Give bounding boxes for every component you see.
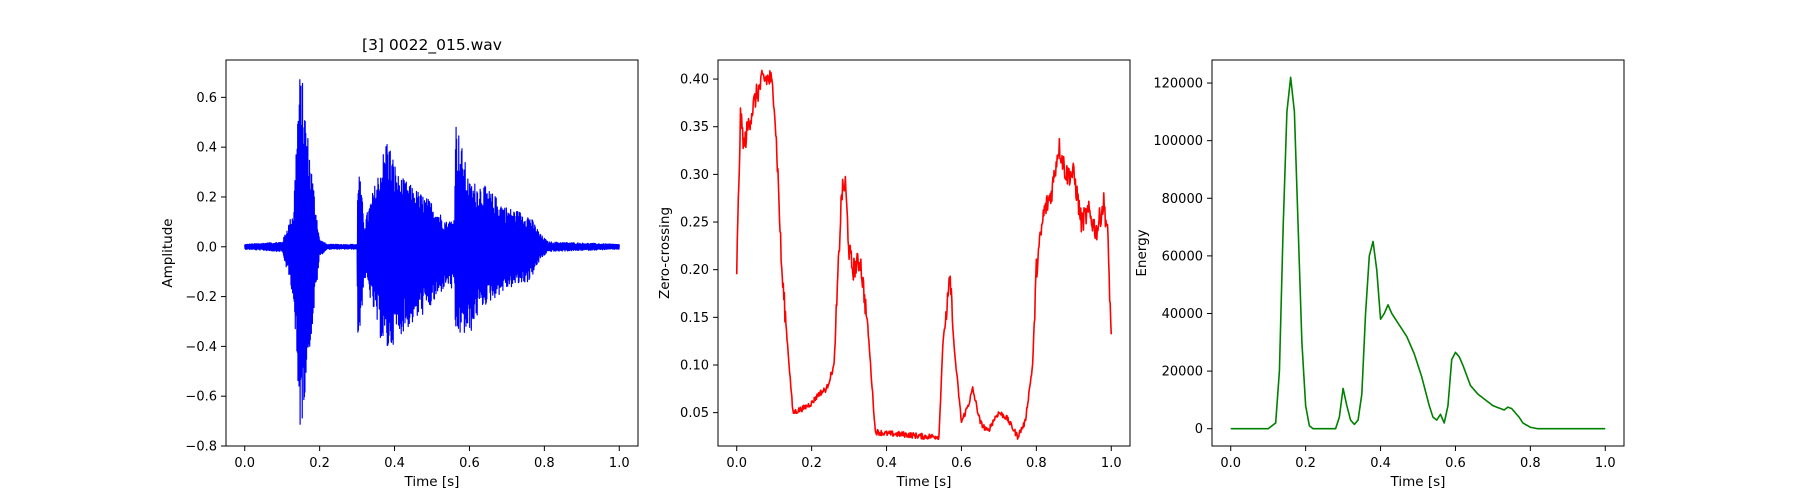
waveform-panel: 0.0 0.2 0.4 0.6 0.8 1.0 −0.8 −0.6 −0.4 −0.2 0.0 0.2… xyxy=(160,36,639,490)
waveform-ytick-label: −0.2 xyxy=(185,290,217,305)
energy-ytick-label: 120000 xyxy=(1153,77,1203,92)
zcr-xtick-label: 0.6 xyxy=(951,456,972,471)
energy-panel: 0.0 0.2 0.4 0.6 0.8 1.0 0 20000 40000 60000 80000 1… xyxy=(1134,59,1625,490)
zcr-ytick-label: 0.05 xyxy=(680,406,709,421)
energy-ytick-label: 100000 xyxy=(1153,134,1203,149)
energy-ytick-label: 60000 xyxy=(1162,249,1203,264)
waveform-ytick-label: 0.0 xyxy=(196,240,217,255)
zcr-ytick-label: 0.40 xyxy=(680,73,709,88)
energy-ytick-label: 40000 xyxy=(1162,307,1203,322)
waveform-ytick-label: −0.6 xyxy=(185,390,217,405)
waveform-xtick-label: 0.2 xyxy=(309,456,330,471)
waveform-ytick-label: 0.2 xyxy=(196,190,217,205)
waveform-ytick-label: −0.8 xyxy=(185,440,217,455)
energy-xtick-label: 0.6 xyxy=(1445,456,1466,471)
energy-ylabel: Energy xyxy=(1134,229,1150,276)
waveform-series-line xyxy=(244,79,620,425)
waveform-xtick-label: 0.8 xyxy=(534,456,555,471)
energy-xtick-label: 1.0 xyxy=(1595,456,1616,471)
waveform-ytick-label: 0.6 xyxy=(196,91,217,106)
waveform-xlabel: Time [s] xyxy=(404,474,460,490)
energy-ytick-label: 20000 xyxy=(1162,365,1203,380)
zcr-ytick-label: 0.20 xyxy=(680,263,709,278)
waveform-xtick-label: 0.6 xyxy=(459,456,480,471)
waveform-ytick-label: 0.4 xyxy=(196,141,217,156)
energy-xtick-label: 0.0 xyxy=(1220,456,1241,471)
zcr-xtick-label: 0.2 xyxy=(801,456,822,471)
waveform-title: [3] 0022_015.wav xyxy=(362,36,502,55)
zcr-ytick-label: 0.10 xyxy=(680,358,709,373)
waveform-ytick-label: −0.4 xyxy=(185,340,217,355)
energy-xtick-label: 0.2 xyxy=(1295,456,1316,471)
zcr-ytick-label: 0.25 xyxy=(680,216,709,231)
energy-xtick-label: 0.4 xyxy=(1370,456,1391,471)
zcr-xtick-label: 1.0 xyxy=(1101,456,1122,471)
zcr-axes-frame xyxy=(717,59,1131,447)
zcr-ylabel: Zero-crossing xyxy=(657,207,673,299)
waveform-ylabel: Amplitude xyxy=(160,218,176,287)
zcr-xtick-label: 0.0 xyxy=(726,456,747,471)
energy-axes-frame xyxy=(1211,59,1625,447)
waveform-xtick-label: 0.4 xyxy=(384,456,405,471)
energy-xlabel: Time [s] xyxy=(1390,474,1446,490)
energy-series-line xyxy=(1230,76,1606,430)
zcr-xtick-label: 0.4 xyxy=(876,456,897,471)
energy-xtick-label: 0.8 xyxy=(1520,456,1541,471)
zcr-xtick-label: 0.8 xyxy=(1026,456,1047,471)
zcr-series-line xyxy=(735,69,1113,441)
waveform-xtick-label: 1.0 xyxy=(609,456,630,471)
energy-ytick-label: 0 xyxy=(1195,422,1203,437)
waveform-axes-frame xyxy=(225,59,639,447)
zcr-panel: 0.0 0.2 0.4 0.6 0.8 1.0 0.05 0.10 0.15 0.20 0.25 0.… xyxy=(657,59,1131,490)
zcr-ytick-label: 0.35 xyxy=(680,120,709,135)
zcr-xlabel: Time [s] xyxy=(896,474,952,490)
zcr-ytick-label: 0.15 xyxy=(680,311,709,326)
zcr-ytick-label: 0.30 xyxy=(680,168,709,183)
waveform-xtick-label: 0.0 xyxy=(234,456,255,471)
energy-ytick-label: 80000 xyxy=(1162,192,1203,207)
